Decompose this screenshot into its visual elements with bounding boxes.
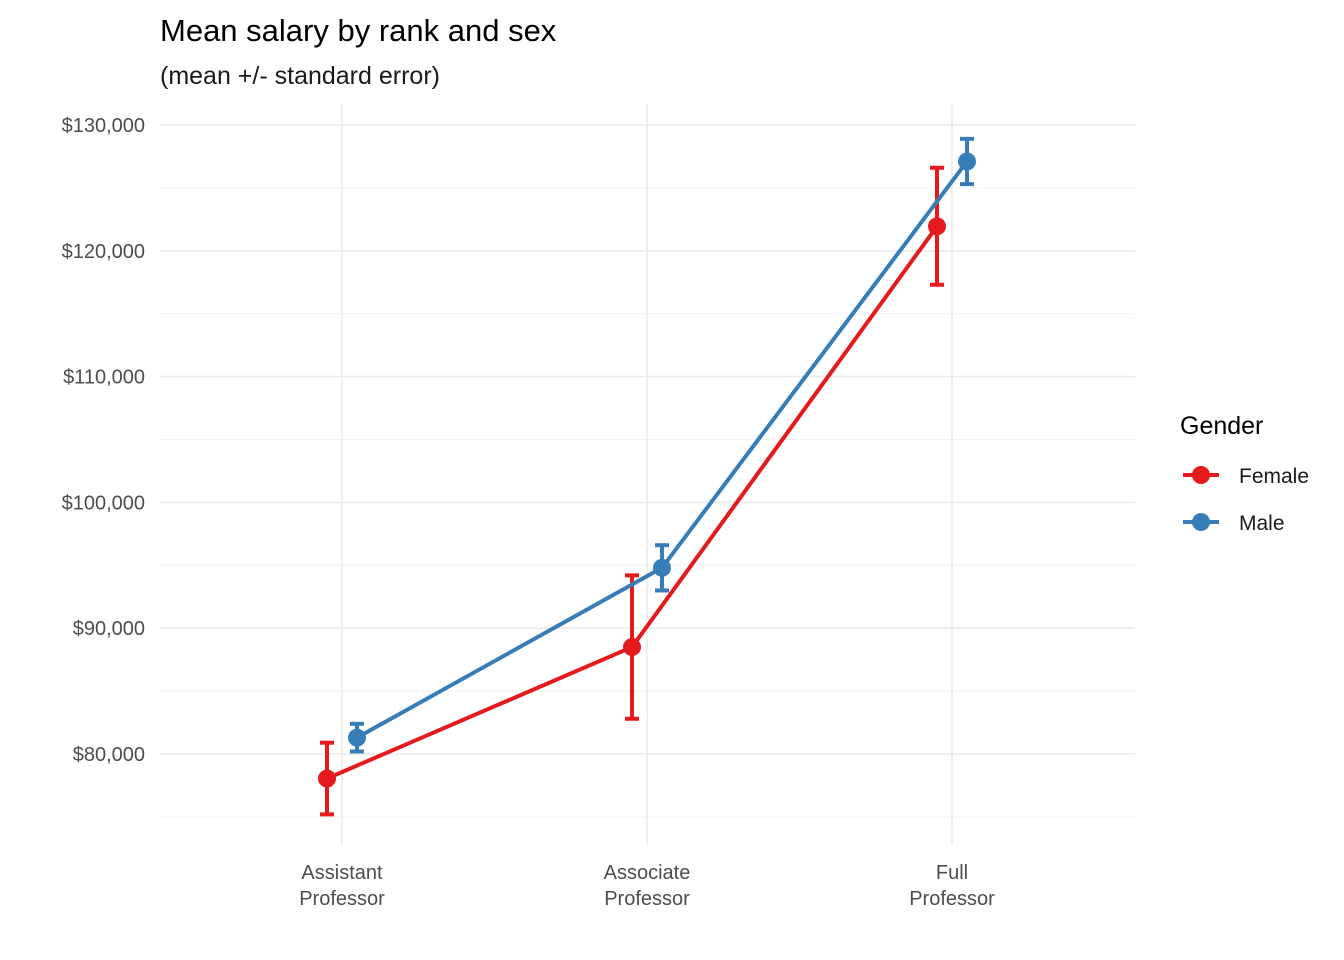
- legend-label: Male: [1239, 512, 1285, 535]
- chart-title: Mean salary by rank and sex: [160, 13, 557, 48]
- legend-label: Female: [1239, 465, 1309, 488]
- series-female: [318, 165, 946, 817]
- legend-key-point: [1192, 513, 1210, 531]
- chart-subtitle: (mean +/- standard error): [160, 62, 440, 90]
- legend-items: Female Male: [1183, 465, 1309, 535]
- x-tick-label: Professor: [299, 888, 385, 910]
- data-point: [958, 152, 976, 171]
- legend-title: Gender: [1180, 412, 1263, 440]
- y-tick-label: $130,000: [62, 115, 145, 137]
- legend-item-male: Male: [1183, 512, 1285, 535]
- data-point: [653, 558, 671, 577]
- y-tick-label: $90,000: [73, 618, 145, 640]
- data-point: [623, 638, 641, 657]
- y-tick-label: $80,000: [73, 744, 145, 766]
- legend-key-point: [1192, 466, 1210, 484]
- x-tick-label: Full: [936, 862, 968, 884]
- y-axis-ticks: $80,000 $90,000 $100,000 $110,000 $120,000 $1…: [62, 115, 145, 766]
- series-male: [348, 136, 976, 754]
- data-point: [318, 769, 336, 788]
- data-point: [928, 217, 946, 236]
- x-tick-label: Assistant: [301, 862, 383, 884]
- x-tick-label: Professor: [604, 888, 690, 910]
- grid: [160, 104, 1135, 845]
- x-tick-label: Professor: [909, 888, 995, 910]
- x-axis-ticks: Assistant Professor Associate Professor Full…: [299, 862, 995, 910]
- legend-item-female: Female: [1183, 465, 1309, 488]
- legend: Gender Female Male: [1180, 412, 1309, 535]
- y-tick-label: $110,000: [63, 367, 145, 389]
- y-tick-label: $120,000: [62, 241, 145, 263]
- data-point: [348, 728, 366, 747]
- x-tick-label: Associate: [604, 862, 691, 884]
- series: [318, 136, 976, 817]
- series-line: [356, 160, 969, 740]
- y-tick-label: $100,000: [62, 492, 145, 514]
